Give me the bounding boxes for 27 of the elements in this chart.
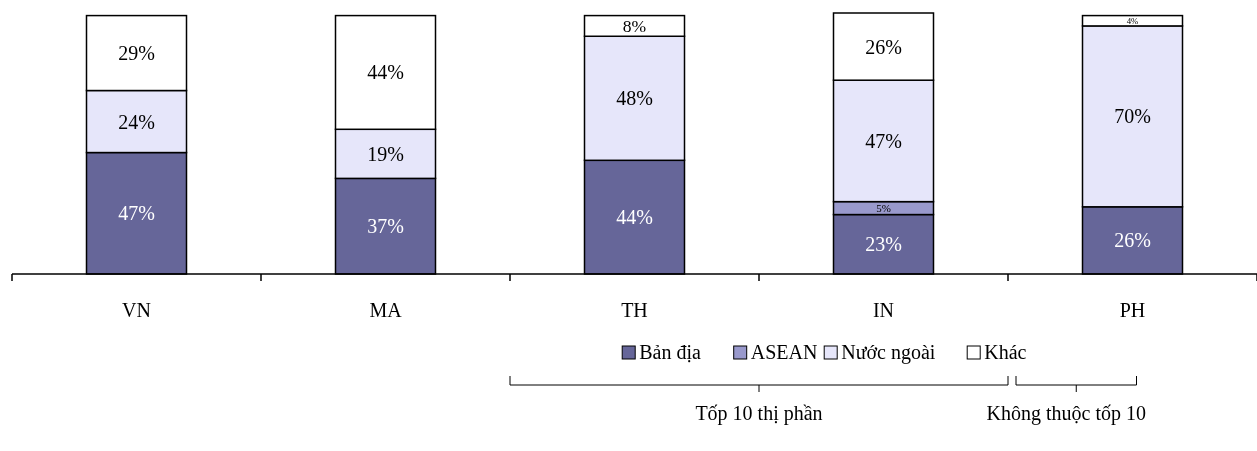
data-label: 44%	[367, 61, 404, 84]
data-label: 26%	[865, 35, 902, 58]
data-label: 4%	[1126, 15, 1139, 26]
data-label: 37%	[367, 215, 404, 238]
data-label: 70%	[1114, 105, 1151, 128]
data-label: 29%	[118, 42, 155, 65]
data-label: 26%	[1114, 229, 1151, 252]
data-label: 47%	[118, 202, 155, 225]
x-tick-label: MA	[369, 299, 403, 321]
data-label: 47%	[865, 129, 902, 152]
data-label: 8%	[622, 16, 647, 37]
data-label: 48%	[616, 87, 653, 110]
data-label: 19%	[367, 142, 404, 165]
data-label: 24%	[118, 110, 155, 133]
legend-label: Khác	[984, 341, 1027, 363]
x-tick-label: VN	[122, 299, 151, 321]
data-label: 44%	[616, 206, 653, 229]
x-tick-label: IN	[872, 299, 895, 321]
text: Không thuộc tốp 10	[986, 402, 1146, 425]
data-label: 23%	[865, 233, 902, 256]
data-label: 5%	[876, 201, 891, 214]
legend-label: Nước ngoài	[841, 341, 936, 364]
text: Tốp 10 thị phần	[695, 402, 823, 425]
x-tick-label: PH	[1119, 299, 1146, 321]
legend-label: ASEAN	[750, 341, 818, 363]
x-tick-label: TH	[621, 299, 648, 321]
legend-label: Bản địa	[639, 341, 701, 363]
